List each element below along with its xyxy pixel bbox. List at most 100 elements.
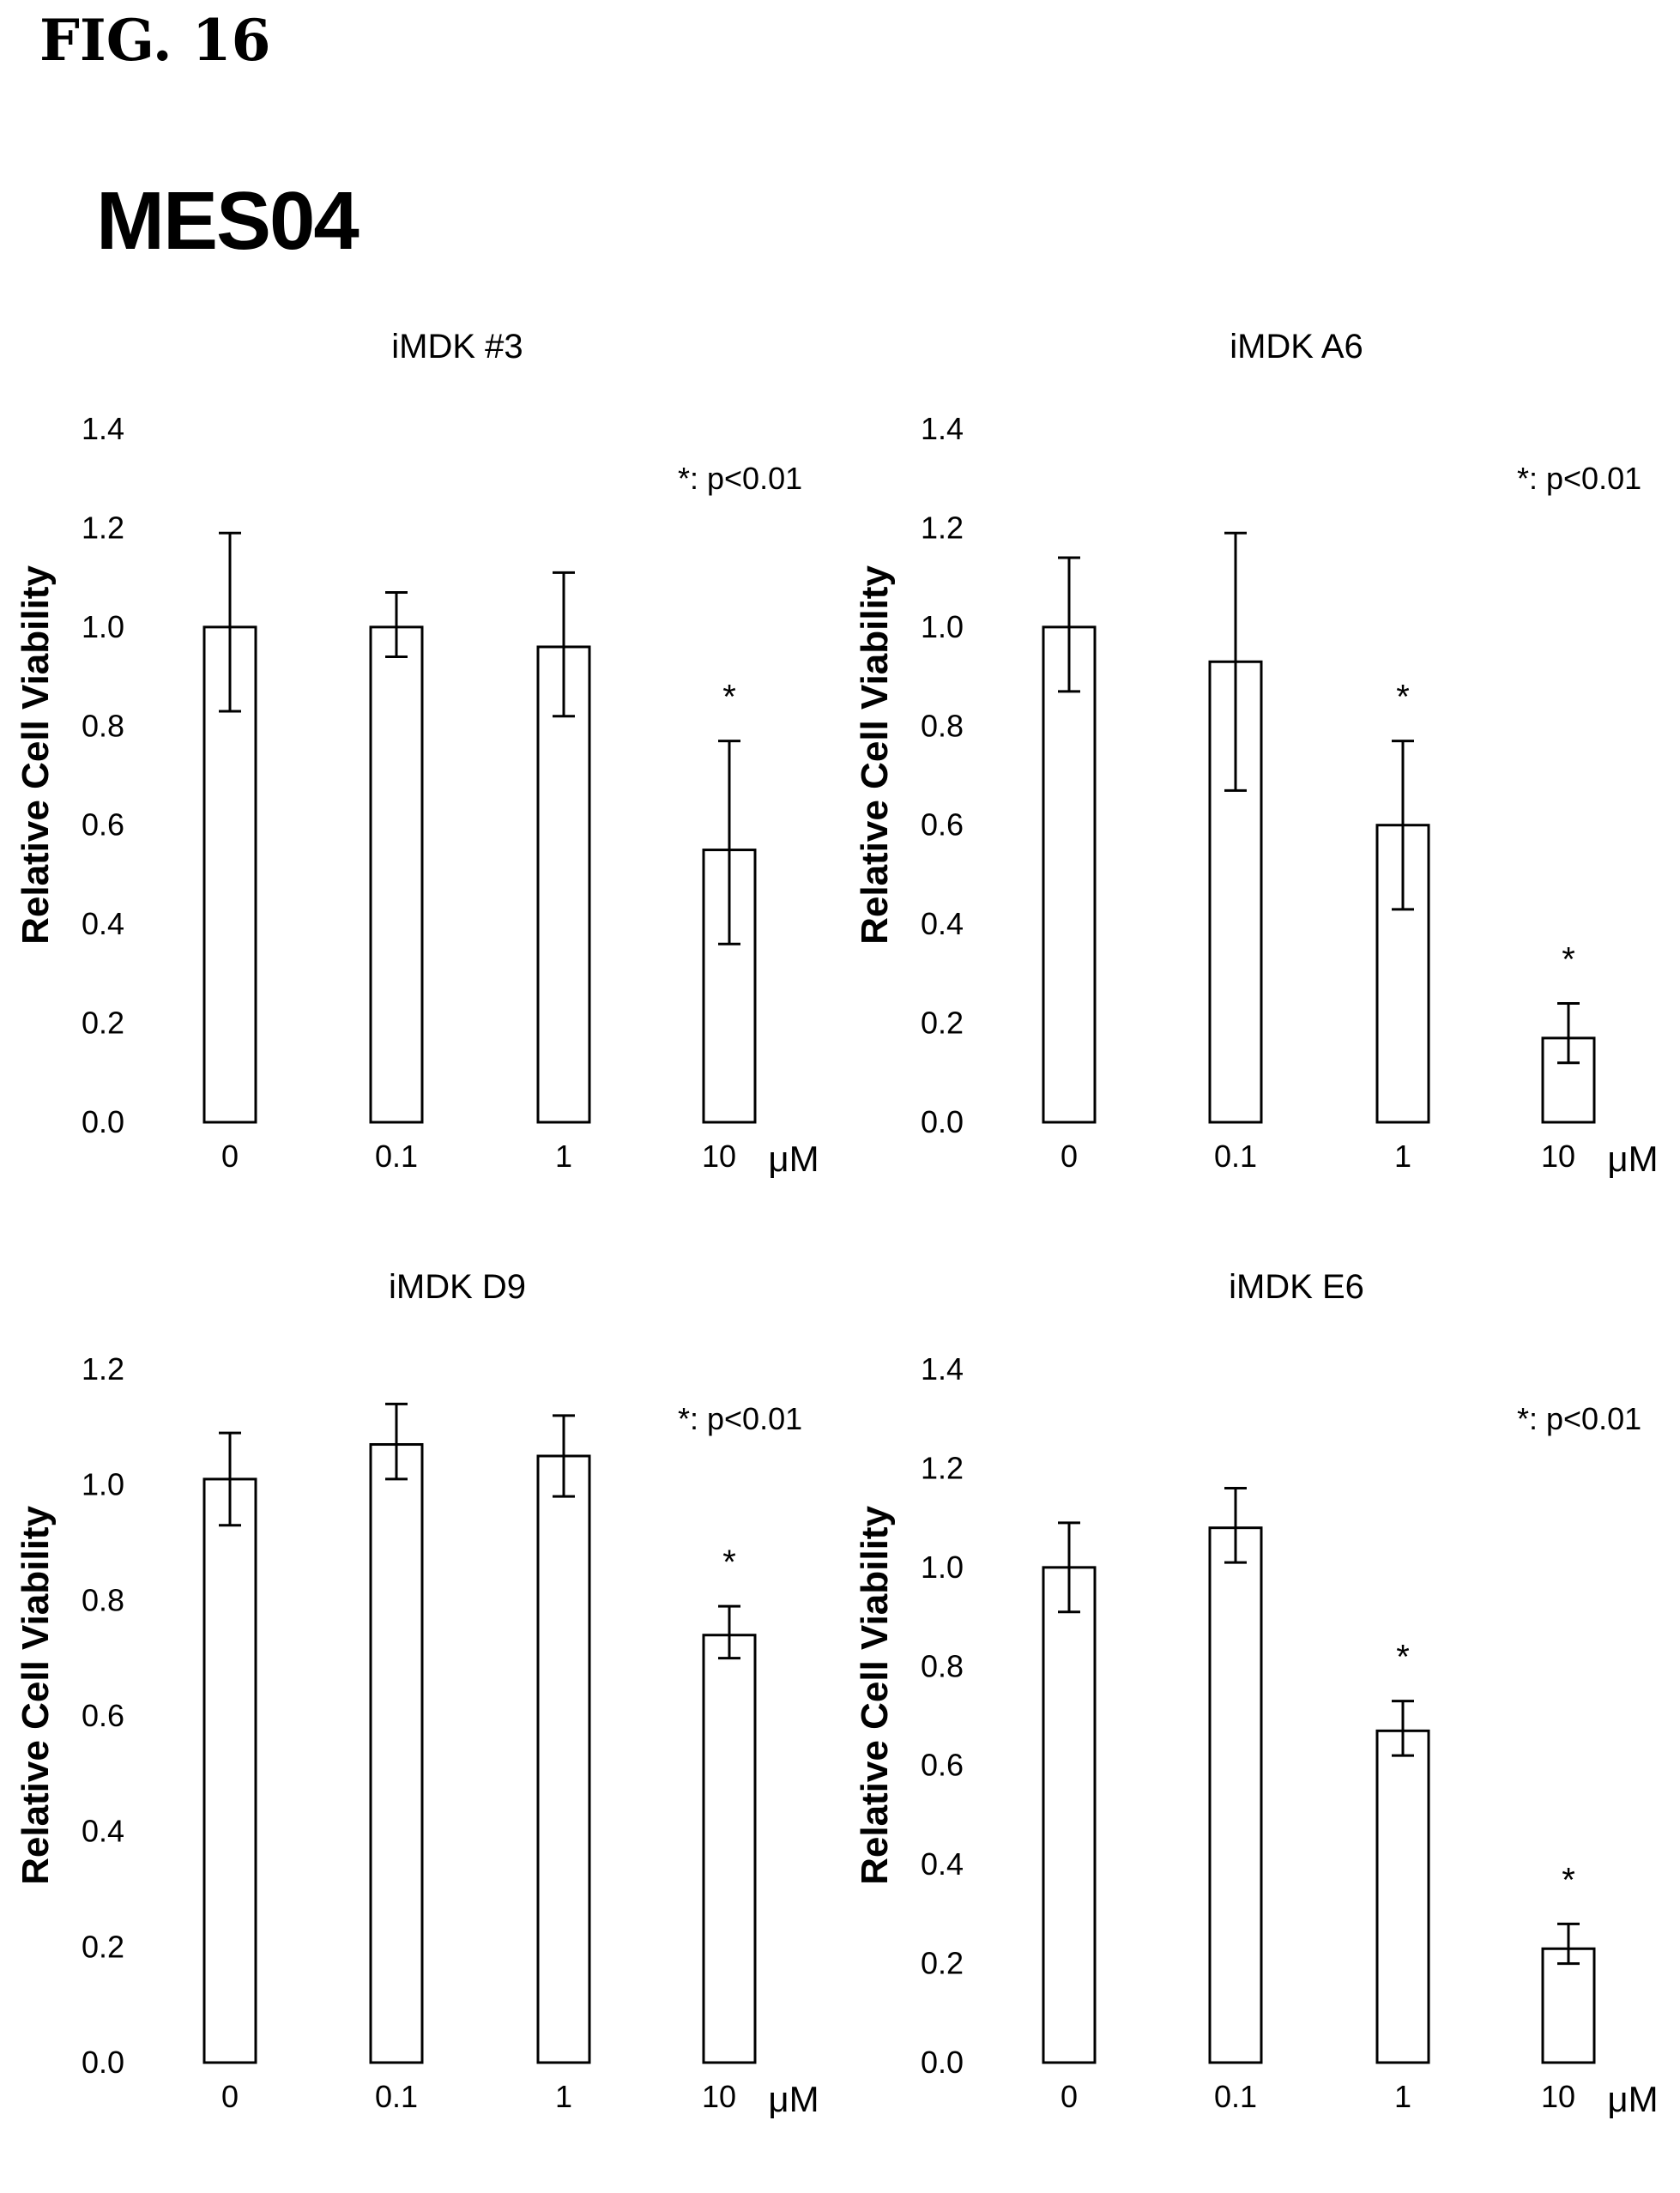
chart-imdk-a6: iMDK A6 *: p<0.01 Relative Cell Viabilit… <box>854 328 1659 1179</box>
significance-group: ** <box>1396 679 1575 979</box>
error-bar-group <box>1058 531 1580 1065</box>
y-tick-label: 0.8 <box>82 1582 124 1617</box>
y-tick-label: 1.0 <box>82 1467 124 1502</box>
chart-panel-imdk-a6: iMDK A6 *: p<0.01 Relative Cell Viabilit… <box>839 309 1680 1253</box>
y-tick-label: 0.2 <box>921 1006 964 1041</box>
bar-group <box>202 625 757 1124</box>
y-tick-label: 0.4 <box>82 906 124 941</box>
significance-note: *: p<0.01 <box>1517 461 1641 496</box>
x-tick-label: 0.1 <box>375 2079 418 2114</box>
chart-title: iMDK D9 <box>389 1268 526 1306</box>
chart-panel-imdk-3: iMDK #3 *: p<0.01 Relative Cell Viabilit… <box>0 309 841 1253</box>
x-tick-label: 0 <box>221 2079 239 2114</box>
y-tick-label: 1.2 <box>82 1351 124 1386</box>
chart-title: iMDK A6 <box>1230 328 1363 366</box>
x-tick-label: 0.1 <box>1214 2079 1257 2114</box>
bar <box>1208 1526 1263 2064</box>
chart-panel-imdk-e6: iMDK E6 *: p<0.01 Relative Cell Viabilit… <box>839 1249 1680 2193</box>
main-title: MES04 <box>96 175 360 267</box>
bar <box>1375 1729 1430 2064</box>
x-tick-label: 10 <box>702 2079 736 2114</box>
y-tick-label: 0.4 <box>921 1846 964 1882</box>
unit-label: μM <box>1607 2079 1658 2119</box>
x-tick-label: 10 <box>1541 1139 1575 1174</box>
bar-group <box>1042 625 1596 1124</box>
y-tick-label: 1.4 <box>921 1351 964 1386</box>
y-tick-label: 0.2 <box>82 1006 124 1041</box>
bar <box>702 1634 757 2064</box>
bar-group <box>1042 1526 1596 2064</box>
bar <box>1541 1947 1596 2064</box>
unit-label: μM <box>768 1139 819 1179</box>
x-tick-group: 0 0.1 1 10 <box>221 2079 736 2114</box>
error-bar-group <box>219 531 740 945</box>
significance-group: ** <box>1396 1639 1575 1900</box>
bar <box>369 625 424 1124</box>
x-tick-group: 0 0.1 1 10 <box>221 1139 736 1174</box>
bar <box>536 1454 591 2064</box>
y-axis-label: Relative Cell Viability <box>15 565 57 945</box>
y-tick-label: 0.6 <box>921 1748 964 1783</box>
bar-group <box>202 1443 757 2064</box>
y-axis-label: Relative Cell Viability <box>854 1506 896 1885</box>
x-tick-group: 0 0.1 1 10 <box>1061 1139 1575 1174</box>
chart-imdk-e6: iMDK E6 *: p<0.01 Relative Cell Viabilit… <box>854 1268 1659 2119</box>
y-tick-label: 0.4 <box>921 906 964 941</box>
y-tick-label: 0.6 <box>82 1698 124 1733</box>
error-bar-group <box>1058 1487 1580 1966</box>
y-tick-label: 1.4 <box>82 411 124 446</box>
x-tick-label: 0.1 <box>375 1139 418 1174</box>
significance-star: * <box>1562 940 1575 978</box>
x-tick-label: 0.1 <box>1214 1139 1257 1174</box>
y-tick-label: 0.0 <box>82 1104 124 1139</box>
y-tick-label: 0.2 <box>82 1929 124 1964</box>
x-tick-label: 10 <box>1541 2079 1575 2114</box>
bar <box>1042 625 1097 1124</box>
unit-label: μM <box>1607 1139 1658 1179</box>
chart-imdk-d9: iMDK D9 *: p<0.01 Relative Cell Viabilit… <box>15 1268 819 2119</box>
chart-panel-imdk-d9: iMDK D9 *: p<0.01 Relative Cell Viabilit… <box>0 1249 841 2193</box>
x-tick-label: 1 <box>1394 2079 1411 2114</box>
significance-group: * <box>722 1544 736 1581</box>
bar <box>202 1477 257 2064</box>
x-tick-group: 0 0.1 1 10 <box>1061 2079 1575 2114</box>
y-tick-label: 1.2 <box>82 510 124 545</box>
y-tick-group: 0.0 0.2 0.4 0.6 0.8 1.0 1.2 <box>82 1351 124 2080</box>
significance-star: * <box>1396 1639 1410 1676</box>
unit-label: μM <box>768 2079 819 2119</box>
significance-star: * <box>722 1544 736 1581</box>
y-tick-label: 1.2 <box>921 1450 964 1485</box>
y-tick-label: 0.0 <box>921 1104 964 1139</box>
x-tick-label: 10 <box>702 1139 736 1174</box>
y-tick-label: 1.0 <box>921 609 964 644</box>
significance-note: *: p<0.01 <box>678 461 802 496</box>
chart-title: iMDK #3 <box>391 328 523 366</box>
y-tick-label: 0.6 <box>921 807 964 843</box>
y-axis-label: Relative Cell Viability <box>854 565 896 945</box>
significance-group: * <box>722 679 736 716</box>
y-tick-label: 0.8 <box>921 708 964 743</box>
x-tick-label: 1 <box>555 1139 572 1174</box>
figure-label: FIG. 16 <box>39 7 271 74</box>
bar <box>536 645 591 1124</box>
significance-star: * <box>1562 1861 1575 1899</box>
y-tick-label: 0.8 <box>82 708 124 743</box>
x-tick-label: 1 <box>1394 1139 1411 1174</box>
y-tick-label: 0.0 <box>82 2045 124 2080</box>
y-tick-group: 0.0 0.2 0.4 0.6 0.8 1.0 1.2 1.4 <box>82 411 124 1139</box>
bar <box>369 1443 424 2064</box>
significance-note: *: p<0.01 <box>1517 1401 1641 1436</box>
x-tick-label: 0 <box>1061 1139 1078 1174</box>
y-tick-label: 1.2 <box>921 510 964 545</box>
y-tick-label: 1.0 <box>82 609 124 644</box>
y-tick-label: 0.0 <box>921 2045 964 2080</box>
chart-imdk-3: iMDK #3 *: p<0.01 Relative Cell Viabilit… <box>15 328 819 1179</box>
y-tick-label: 1.0 <box>921 1550 964 1585</box>
y-tick-group: 0.0 0.2 0.4 0.6 0.8 1.0 1.2 1.4 <box>921 411 964 1139</box>
y-tick-label: 0.8 <box>921 1648 964 1683</box>
significance-star: * <box>722 679 736 716</box>
error-bar-group <box>219 1402 740 1660</box>
x-tick-label: 0 <box>221 1139 239 1174</box>
significance-note: *: p<0.01 <box>678 1401 802 1436</box>
x-tick-label: 1 <box>555 2079 572 2114</box>
